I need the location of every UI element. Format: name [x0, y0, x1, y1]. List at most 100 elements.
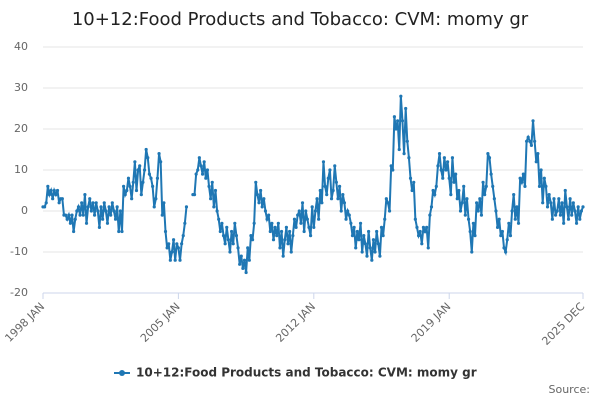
point [49, 188, 53, 193]
point [89, 209, 93, 213]
point [368, 246, 372, 250]
point [265, 217, 269, 221]
point [581, 205, 585, 209]
point [249, 234, 253, 238]
point [483, 193, 487, 197]
point [134, 188, 139, 193]
point [238, 262, 242, 266]
point [44, 201, 48, 205]
point [445, 160, 450, 164]
point [254, 180, 258, 184]
point [305, 217, 309, 221]
point [466, 217, 471, 221]
point [346, 209, 350, 213]
point [296, 213, 300, 217]
point [508, 234, 513, 238]
point [533, 139, 537, 143]
point [138, 164, 142, 168]
point [570, 213, 574, 217]
point [217, 217, 221, 221]
point [576, 205, 580, 209]
point [294, 225, 298, 229]
point [47, 193, 52, 197]
point [410, 188, 414, 193]
point [151, 184, 155, 188]
point [307, 225, 311, 229]
point [429, 205, 434, 209]
point [439, 168, 443, 172]
point [521, 172, 525, 176]
point [454, 172, 458, 176]
point [341, 193, 345, 197]
point [236, 246, 240, 250]
point [51, 197, 55, 201]
point [128, 184, 132, 188]
point [370, 258, 374, 262]
point [384, 197, 388, 201]
point [130, 197, 134, 201]
chart-title: 10+12:Food Products and Tobacco: CVM: mo… [72, 9, 529, 30]
point [362, 234, 366, 238]
point [528, 139, 532, 143]
point [549, 201, 553, 205]
point [404, 106, 408, 111]
point [81, 213, 85, 217]
point [221, 234, 226, 238]
point [125, 188, 129, 193]
point [387, 209, 392, 213]
point [334, 180, 338, 184]
point [112, 209, 116, 213]
point [392, 115, 397, 119]
point [46, 184, 50, 188]
point [320, 201, 324, 205]
point [218, 229, 222, 234]
point [329, 197, 334, 201]
x-tick-label: 2005 JAN [138, 300, 183, 345]
point [57, 201, 61, 205]
point [67, 213, 71, 217]
point [313, 209, 318, 213]
x-tick-label: 2025 DEC [539, 300, 587, 348]
point [104, 209, 108, 213]
point [168, 258, 172, 262]
point [228, 250, 232, 254]
point [499, 234, 503, 238]
point [210, 180, 214, 184]
point [529, 143, 534, 147]
point [478, 197, 482, 201]
point [312, 225, 316, 229]
point [537, 184, 542, 188]
point [375, 229, 379, 234]
point [276, 221, 280, 225]
point [163, 229, 168, 234]
point [523, 184, 527, 188]
point [344, 217, 348, 221]
point [207, 184, 211, 188]
point [181, 234, 185, 238]
point [84, 221, 89, 225]
point [358, 221, 363, 225]
point [72, 229, 76, 234]
point [355, 229, 359, 234]
point [447, 176, 451, 180]
point [542, 176, 546, 180]
point [553, 213, 558, 217]
point [244, 270, 248, 275]
point [149, 176, 153, 180]
point [526, 135, 530, 139]
point [133, 160, 137, 164]
point [300, 201, 305, 205]
point [183, 221, 187, 225]
point [347, 213, 351, 217]
point [425, 225, 429, 229]
point [354, 246, 358, 250]
point [202, 160, 206, 164]
point [515, 205, 519, 209]
point [273, 225, 277, 229]
point [458, 209, 463, 213]
point [416, 234, 421, 238]
point [157, 152, 161, 156]
point [54, 193, 58, 197]
point [96, 209, 100, 213]
point [55, 188, 60, 193]
